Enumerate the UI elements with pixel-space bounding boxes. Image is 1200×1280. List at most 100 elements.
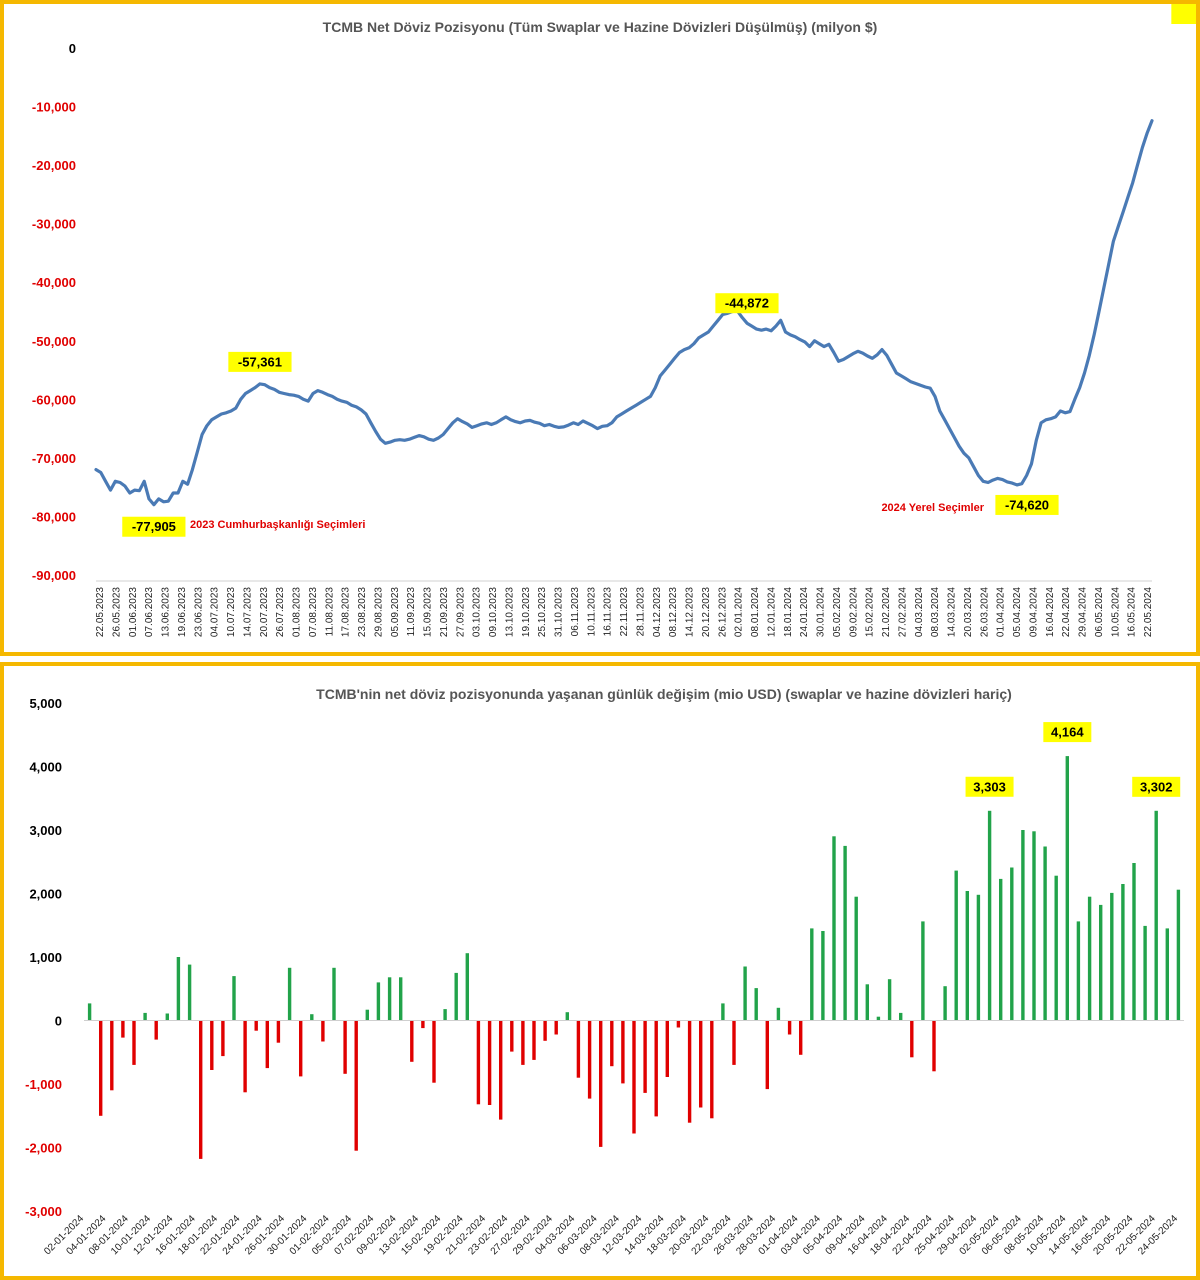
x-tick-label: 16.11.2023 <box>603 587 614 637</box>
x-tick-label: 26.12.2023 <box>717 587 728 637</box>
x-tick-label: 09.04.2024 <box>1028 587 1039 637</box>
value-callout: -77,905 <box>122 516 186 537</box>
bar <box>121 1020 125 1038</box>
bar <box>810 928 814 1021</box>
bar <box>1165 928 1169 1021</box>
x-tick-label: 20.03.2024 <box>963 587 974 637</box>
x-tick-label: 20.07.2023 <box>259 587 270 637</box>
bar <box>999 878 1003 1021</box>
bar <box>632 1020 636 1134</box>
y-tick-label: -70,000 <box>32 451 76 466</box>
y-tick-label: -1,000 <box>25 1077 62 1092</box>
bar <box>143 1012 147 1021</box>
x-tick-label: 26.07.2023 <box>275 587 286 637</box>
bar <box>487 1020 492 1105</box>
y-tick-label: -30,000 <box>32 217 76 232</box>
bar <box>376 982 381 1021</box>
bar <box>521 1020 525 1065</box>
bar <box>587 1020 592 1099</box>
x-tick-label: 15.09.2023 <box>423 587 434 637</box>
bar <box>443 1009 447 1021</box>
bar <box>887 979 892 1021</box>
x-tick-label: 23.06.2023 <box>193 587 204 637</box>
bar <box>676 1020 681 1028</box>
x-tick-label: 05.02.2024 <box>832 587 843 637</box>
bar <box>221 1020 225 1057</box>
value-callout-box <box>995 494 1059 515</box>
bar <box>899 1012 903 1021</box>
x-tick-label: 13.06.2023 <box>161 587 172 637</box>
x-tick-label: 26.05.2023 <box>111 587 122 637</box>
x-tick-label: 11.08.2023 <box>324 587 335 637</box>
bar <box>232 976 236 1021</box>
bar <box>365 1009 369 1021</box>
x-tick-label: 05.09.2023 <box>390 587 401 637</box>
bar <box>932 1020 936 1072</box>
x-tick-label: 16.05.2024 <box>1127 587 1138 637</box>
y-tick-label: -20,000 <box>32 158 76 173</box>
bar <box>299 1020 303 1077</box>
x-tick-label: 03.10.2023 <box>472 587 483 637</box>
bar <box>843 845 847 1021</box>
bar <box>243 1020 247 1093</box>
value-callout-box <box>1171 4 1196 24</box>
x-tick-label: 14.03.2024 <box>947 587 958 637</box>
x-tick-label: 12.01.2024 <box>766 587 777 637</box>
y-tick-label: 0 <box>69 41 76 56</box>
bar <box>743 966 747 1021</box>
bar <box>665 1020 669 1077</box>
x-tick-label: 10.05.2024 <box>1110 587 1121 637</box>
bar <box>276 1020 281 1043</box>
bar <box>399 977 403 1021</box>
bar <box>410 1020 414 1062</box>
x-tick-label: 01.04.2024 <box>996 587 1007 637</box>
y-tick-label: 5,000 <box>29 696 62 711</box>
bar <box>621 1020 625 1084</box>
bar <box>532 1020 536 1060</box>
bar <box>1132 863 1136 1021</box>
bar <box>832 836 836 1021</box>
series-line <box>94 119 1154 507</box>
bar <box>543 1020 547 1041</box>
y-tick-label: -40,000 <box>32 275 76 290</box>
value-callout: 3,303 <box>965 776 1014 797</box>
x-tick-label: 28.11.2023 <box>635 587 646 637</box>
x-tick-label: 14.07.2023 <box>242 587 253 637</box>
x-tick-label: 15.02.2024 <box>865 587 876 637</box>
line-chart-panel: TCMB Net Döviz Pozisyonu (Tüm Swaplar ve… <box>0 0 1200 656</box>
bar <box>387 977 392 1021</box>
value-callout-label: -74,620 <box>1005 497 1049 512</box>
bar <box>254 1020 258 1031</box>
x-tick-label: 18.01.2024 <box>783 587 794 637</box>
bar <box>332 967 336 1021</box>
x-tick-label: 14.12.2023 <box>685 587 696 637</box>
bar <box>87 1003 92 1021</box>
x-tick-label: 21.02.2024 <box>881 587 892 637</box>
value-callout: -44,872 <box>715 293 779 314</box>
bar <box>99 1020 103 1116</box>
bar <box>721 1003 725 1021</box>
bar <box>1076 921 1081 1021</box>
bar <box>876 1016 881 1021</box>
y-tick-label: 4,000 <box>29 760 62 775</box>
value-callout: -74,620 <box>995 494 1059 515</box>
line-chart-title: TCMB Net Döviz Pozisyonu (Tüm Swaplar ve… <box>323 19 878 35</box>
y-tick-label: 1,000 <box>29 950 62 965</box>
x-tick-label: 27.02.2024 <box>897 587 908 637</box>
bar <box>654 1020 658 1117</box>
bar <box>787 1020 792 1035</box>
bar <box>854 896 858 1021</box>
x-tick-label: 07.06.2023 <box>144 587 155 637</box>
y-tick-label: -50,000 <box>32 334 76 349</box>
x-tick-label: 22.04.2024 <box>1061 587 1072 637</box>
x-tick-label: 01.08.2023 <box>292 587 303 637</box>
bar <box>187 964 192 1021</box>
value-callout-label: -57,361 <box>238 354 282 369</box>
bar <box>865 984 869 1021</box>
x-tick-label: 01.06.2023 <box>128 587 139 637</box>
bar <box>710 1020 714 1119</box>
bar-chart-title: TCMB'nin net döviz pozisyonunda yaşanan … <box>316 686 1012 702</box>
y-tick-label: -3,000 <box>25 1204 62 1219</box>
y-tick-label: 3,000 <box>29 823 62 838</box>
value-callout-box <box>1132 776 1181 797</box>
